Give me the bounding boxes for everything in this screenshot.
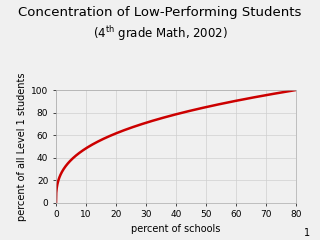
Text: 1: 1 — [304, 228, 310, 238]
Y-axis label: percent of all Level 1 students: percent of all Level 1 students — [17, 72, 27, 221]
Text: (4$^{\mathrm{th}}$ grade Math, 2002): (4$^{\mathrm{th}}$ grade Math, 2002) — [92, 24, 228, 43]
Text: Concentration of Low-Performing Students: Concentration of Low-Performing Students — [18, 6, 302, 19]
X-axis label: percent of schools: percent of schools — [131, 224, 221, 234]
